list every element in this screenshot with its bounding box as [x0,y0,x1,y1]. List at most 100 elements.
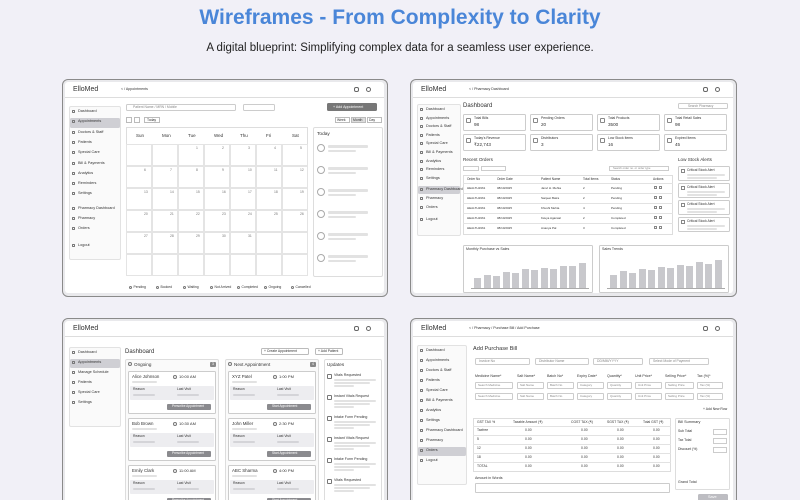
avatar [317,188,325,196]
nav-item[interactable]: Special Care [78,390,100,394]
nav-item[interactable]: Appointments [78,360,102,364]
nav-item[interactable]: Appointments [426,115,450,120]
nav-item[interactable]: Patients [78,139,92,144]
table-header: Order No [467,177,481,181]
nav-item[interactable]: Dashboard [78,109,97,113]
stat-value: 20 [541,121,547,127]
stat-label: Pending Orders [541,116,565,120]
nav-item[interactable]: Special Care [426,388,448,392]
tax-cell: 0.00 [653,437,660,441]
nav-item[interactable]: Special Care [78,150,100,155]
nav-item[interactable]: Pharmacy Dashboard [426,187,463,192]
placeholder [334,406,354,408]
table-cell: Khushi Mehta [541,206,560,210]
nav-item[interactable]: Manage Schedule [78,370,109,374]
card-button-label[interactable]: Start Appointment [272,499,297,500]
day-number: 15 [196,190,200,194]
day-cell [204,188,230,210]
card-button-label[interactable]: Start Appointment [272,451,298,456]
action-button[interactable] [315,348,343,355]
nav-item[interactable]: Dashboard [78,350,97,354]
nav-item[interactable]: Reminders [78,181,97,186]
input [547,393,574,400]
stat-card [597,114,660,131]
nav-item[interactable]: Appointments [78,119,102,124]
nav-item[interactable]: Analytics [78,170,94,175]
view-tab[interactable] [351,117,366,123]
nav-item[interactable]: Pharmacy Dashboard [426,428,463,432]
patient-name: Emily Clark [132,468,155,473]
clock-icon [273,422,277,426]
nav-item[interactable]: Logout [426,217,438,222]
nav-item[interactable]: Special Care [426,141,448,146]
action-button[interactable] [261,348,309,355]
info-label: Last Visit [277,387,291,391]
view-tab-label[interactable]: Week [337,117,346,122]
nav-item[interactable]: Appointments [426,358,450,362]
day-cell [178,188,204,210]
table-cell: 08/10/2025 [497,226,513,230]
tax-cell: 0.00 [581,464,588,468]
view-tab-label[interactable]: Month [353,117,363,122]
nav-item[interactable]: Settings [78,400,92,404]
today-button-label[interactable]: Today [147,117,157,122]
nav-item[interactable]: Reminders [426,167,445,172]
nav-item[interactable]: Dashboard [426,348,445,352]
card-button-label[interactable]: Start Appointment [272,404,298,409]
add-row[interactable]: + Add New Row [703,407,728,411]
nav-item[interactable]: Pharmacy [426,438,444,442]
nav-item[interactable]: Logout [78,242,90,247]
action-button-label[interactable]: + Create Appointment [264,349,297,353]
card-button-label[interactable]: Prescribe Appointment [172,404,205,409]
action-button-label[interactable]: + Add Patient [318,349,339,353]
info-box [230,433,314,447]
nav-item[interactable]: Pharmacy Dashboard [78,205,115,210]
nav-item[interactable]: Doctors & Staff [426,368,452,372]
card-button[interactable] [167,451,211,457]
nav-item[interactable]: Settings [426,175,440,180]
card-button[interactable] [167,498,211,500]
day-cell [152,232,178,254]
nav-item[interactable]: Pharmacy [426,196,444,200]
input-placeholder: Salt Name [520,394,535,398]
today-button[interactable] [144,117,160,123]
card-button[interactable] [267,451,311,457]
day-cell [230,166,256,188]
nav-item[interactable]: Dashboard [426,107,445,111]
nav-item[interactable]: Patients [426,132,440,137]
nav-item[interactable]: Analytics [426,408,442,412]
nav-item[interactable]: Patients [426,378,440,382]
nav-item[interactable]: Patients [78,380,92,384]
summary-label: Discount (%) [678,447,698,451]
nav-item[interactable]: Logout [426,458,438,462]
add-button[interactable] [327,103,377,111]
nav-item[interactable]: Doctors & Staff [78,129,104,134]
date-picker [243,104,275,111]
view-tab[interactable] [335,117,350,123]
nav-item[interactable]: Doctors & Staff [426,124,452,129]
nav-item[interactable]: Settings [78,191,92,196]
view-tab-label[interactable]: Day [369,117,376,122]
card-button-label[interactable]: Prescribe Appointment [172,451,205,456]
nav-item[interactable]: Bill & Payments [426,150,453,154]
save-button[interactable] [698,494,728,500]
nav-item[interactable]: Analytics [426,158,442,163]
nav-item[interactable]: Bill & Payments [78,160,105,165]
action-icon [654,226,657,229]
save-label[interactable]: Save [708,495,717,499]
nav-item[interactable]: Orders [426,204,438,209]
add-button-label[interactable]: + Add Appointment [333,104,364,109]
stat-label: Distributors [541,136,559,140]
nav-item[interactable]: Settings [426,418,440,422]
nav-item[interactable]: Orders [78,226,90,231]
form-field [593,358,643,365]
nav-item[interactable]: Orders [426,448,438,452]
nav-item[interactable]: Bill & Payments [426,398,453,402]
card-button[interactable] [267,498,311,500]
patient-name: John Miller [232,421,254,426]
card-button[interactable] [167,404,211,410]
nav-item[interactable]: Pharmacy [78,216,96,220]
view-tab[interactable] [367,117,382,123]
card-button-label[interactable]: Prescribe Appointment [172,499,204,500]
card-button[interactable] [267,404,311,410]
